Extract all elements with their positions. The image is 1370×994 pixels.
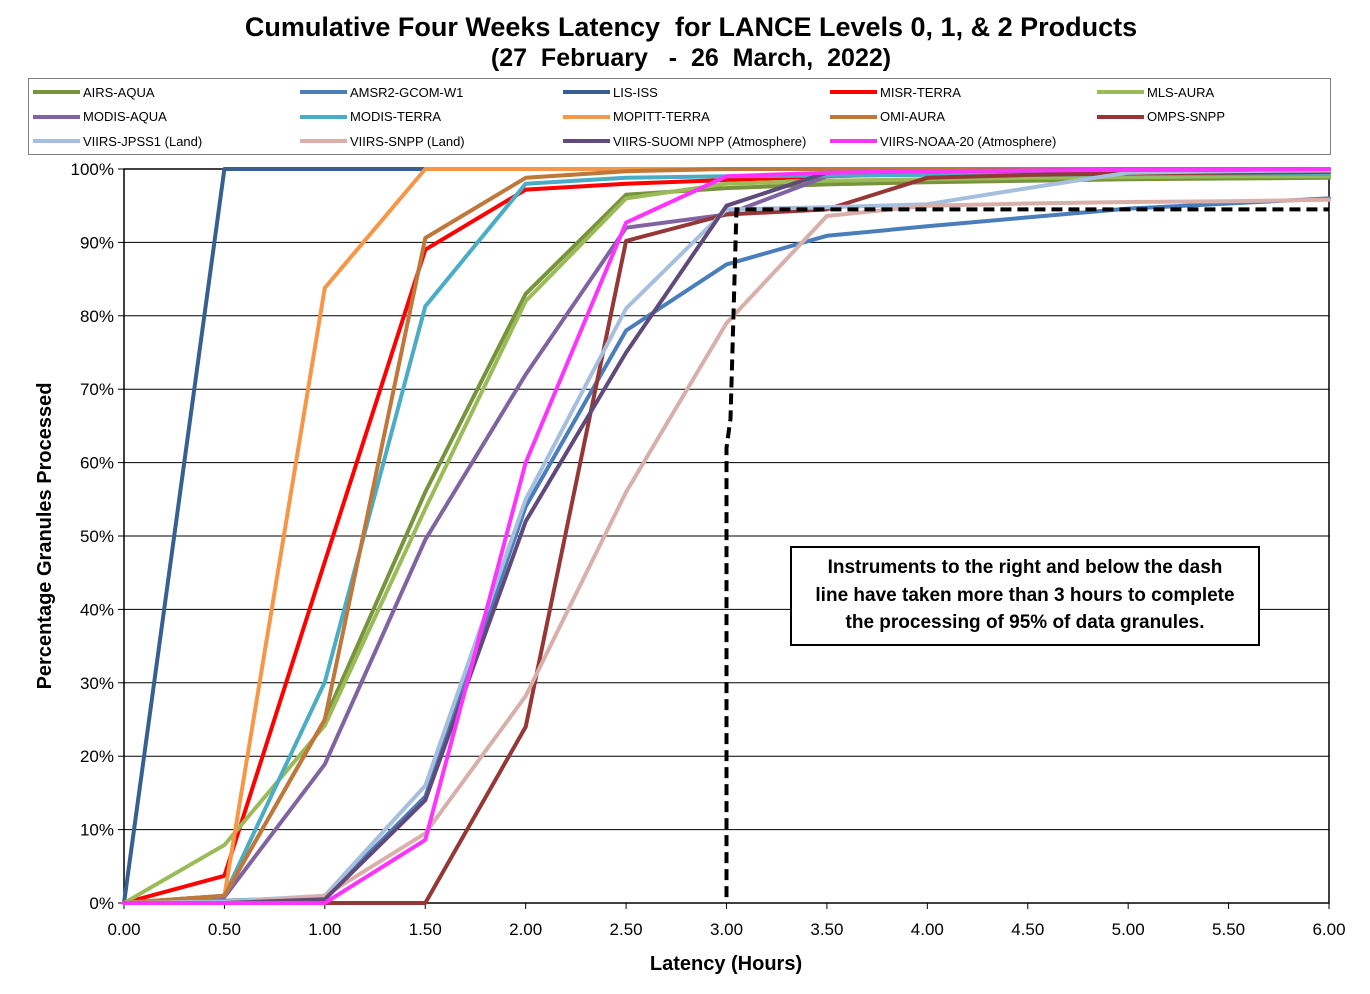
x-tick-label: 4.00 [911, 920, 944, 939]
legend-swatch [830, 114, 877, 119]
x-axis-title: Latency (Hours) [650, 953, 802, 975]
legend-swatch [300, 90, 347, 95]
series-line-viirs-snpp-land [122, 197, 1331, 905]
annotation-line: the processing of 95% of data granules. [845, 612, 1205, 633]
y-tick-label: 40% [80, 600, 114, 619]
annotation-box: Instruments to the right and below the d… [790, 546, 1260, 646]
legend-item-modis-terra: MODIS-TERRA [300, 105, 563, 130]
legend-item-viirs-suomi-npp-atmosphere: VIIRS-SUOMI NPP (Atmosphere) [563, 129, 830, 154]
legend-item-viirs-jpss1-land: VIIRS-JPSS1 (Land) [33, 129, 300, 154]
legend-label: AMSR2-GCOM-W1 [350, 84, 464, 100]
legend-label: MODIS-AQUA [83, 109, 167, 125]
y-tick-label: 70% [80, 380, 114, 399]
legend: AIRS-AQUA AMSR2-GCOM-W1 LIS-ISS MISR-TERRA M… [28, 78, 1331, 155]
legend-item-lis-iss: LIS-ISS [563, 80, 830, 105]
legend-swatch [1097, 114, 1144, 119]
legend-swatch [33, 139, 80, 144]
y-tick-label: 0% [89, 894, 114, 913]
series-line-mls-aura [122, 174, 1331, 905]
legend-label: VIIRS-SNPP (Land) [350, 133, 465, 149]
x-tick-label: 2.00 [509, 920, 542, 939]
legend-swatch [563, 139, 610, 144]
legend-item-airs-aqua: AIRS-AQUA [33, 80, 300, 105]
legend-item-viirs-snpp-land: VIIRS-SNPP (Land) [300, 129, 563, 154]
x-tick-label: 0.00 [107, 920, 140, 939]
y-axis-title: Percentage Granules Processed [34, 383, 56, 690]
legend-label: MISR-TERRA [880, 84, 961, 100]
annotation-line: Instruments to the right and below the d… [827, 557, 1223, 578]
legend-swatch [830, 139, 877, 144]
legend-label: OMI-AURA [880, 109, 945, 125]
x-tick-label: 4.50 [1011, 920, 1044, 939]
legend-item-viirs-noaa-20-atmosphere: VIIRS-NOAA-20 (Atmosphere) [830, 129, 1097, 154]
legend-swatch [300, 139, 347, 144]
legend-label: VIIRS-SUOMI NPP (Atmosphere) [613, 133, 807, 149]
legend-item-misr-terra: MISR-TERRA [830, 80, 1097, 105]
x-tick-label: 6.00 [1312, 920, 1345, 939]
series-lines [122, 167, 1331, 905]
x-tick-label: 5.50 [1212, 920, 1245, 939]
y-tick-label: 80% [80, 307, 114, 326]
reference-line-layer [724, 207, 1329, 898]
y-tick-label: 20% [80, 747, 114, 766]
chart-subtitle: (27 February - 26 March, 2022) [490, 44, 892, 72]
x-tick-label: 2.50 [610, 920, 643, 939]
series-line-viirs-noaa-20-atmosphere [122, 167, 1331, 905]
x-tick-label: 1.50 [409, 920, 442, 939]
x-tick-label: 1.00 [308, 920, 341, 939]
legend-swatch [563, 90, 610, 95]
x-tick-label: 5.00 [1112, 920, 1145, 939]
legend-swatch [300, 114, 347, 119]
annotation-line: line have taken more than 3 hours to com… [815, 584, 1235, 606]
legend-item-mopitt-terra: MOPITT-TERRA [563, 105, 830, 130]
y-tick-label: 10% [80, 821, 114, 840]
chart-title: Cumulative Four Weeks Latency for LANCE … [244, 12, 1138, 42]
legend-swatch [563, 114, 610, 119]
y-tick-label: 90% [80, 233, 114, 252]
legend-label: MLS-AURA [1147, 84, 1215, 100]
legend-label: MOPITT-TERRA [613, 109, 710, 125]
axes: 0% 10% 20% 30% 40% 50% 60% 70% 80% 90% 100% 0.00 0.5… [71, 160, 1346, 939]
legend-item-omps-snpp: OMPS-SNPP [1097, 105, 1330, 130]
legend-item-modis-aqua: MODIS-AQUA [33, 105, 300, 130]
y-tick-label: 100% [71, 160, 114, 179]
legend-label: VIIRS-NOAA-20 (Atmosphere) [880, 133, 1057, 149]
legend-label: VIIRS-JPSS1 (Land) [83, 133, 203, 149]
legend-label: OMPS-SNPP [1147, 109, 1226, 125]
x-tick-label: 3.50 [810, 920, 843, 939]
y-tick-label: 50% [80, 527, 114, 546]
legend-swatch [33, 90, 80, 95]
x-tick-label: 0.50 [208, 920, 241, 939]
legend-swatch [1097, 90, 1144, 95]
x-tick-label: 3.00 [710, 920, 743, 939]
legend-swatch [33, 114, 80, 119]
y-tick-label: 60% [80, 454, 114, 473]
legend-item-mls-aura: MLS-AURA [1097, 80, 1330, 105]
y-tick-label: 30% [80, 674, 114, 693]
legend-item-amsr2-gcom-w1: AMSR2-GCOM-W1 [300, 80, 563, 105]
legend-label: AIRS-AQUA [83, 84, 155, 100]
legend-label: LIS-ISS [613, 84, 658, 100]
legend-label: MODIS-TERRA [350, 109, 441, 125]
legend-swatch [830, 90, 877, 95]
dashed-threshold-line [724, 207, 1329, 898]
legend-item-omi-aura: OMI-AURA [830, 105, 1097, 130]
